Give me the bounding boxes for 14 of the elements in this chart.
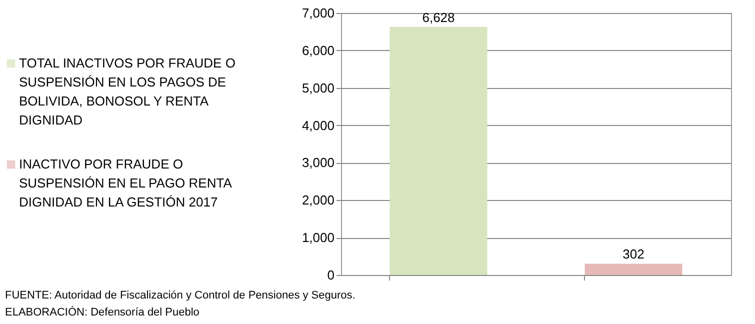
y-tick-label: 1,000 — [302, 230, 334, 246]
legend-label: TOTAL INACTIVOS POR FRAUDE O SUSPENSIÓN EN LOS PAGOS DE BOLIVIDA, BONOSOL Y RENTA DIGNIDAD — [19, 56, 236, 128]
text: ELABORACIÓN: Defensoría del Pueblo — [5, 306, 200, 318]
y-tick-label: 7,000 — [302, 6, 334, 20]
y-tick-label: 6,000 — [302, 42, 334, 58]
legend-label: INACTIVO POR FRAUDE O SUSPENSIÓN EN EL PAGO RENTA DIGNIDAD EN LA GESTIÓN 2017 — [19, 156, 232, 210]
data-label: 302 — [622, 246, 644, 262]
source-note: FUENTE: Autoridad de Fiscalización y Control de Pensiones y Seguros. — [5, 290, 356, 302]
y-tick-label: 2,000 — [302, 192, 334, 208]
y-tick-label: 0 — [327, 268, 334, 282]
data-label: 6,628 — [422, 10, 455, 25]
y-tick-label: 4,000 — [302, 118, 334, 133]
y-tick-label: 3,000 — [302, 155, 334, 170]
y-tick-label: 5,000 — [302, 80, 334, 96]
